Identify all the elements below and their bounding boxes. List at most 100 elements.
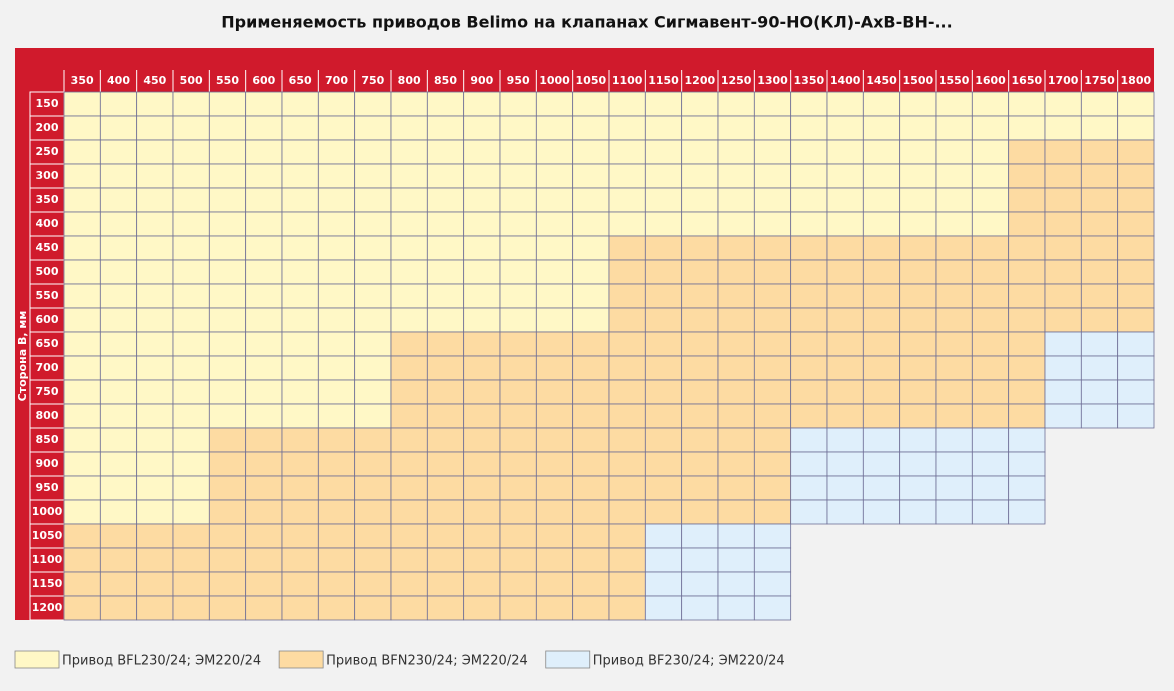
cell <box>463 331 501 357</box>
cell <box>63 547 101 573</box>
cell <box>463 163 501 189</box>
cell <box>608 235 646 261</box>
cell <box>172 235 210 261</box>
cell <box>1008 307 1046 333</box>
row-header: 800 <box>36 409 59 422</box>
cell <box>1008 115 1046 141</box>
cell <box>862 427 901 453</box>
cell <box>681 211 719 237</box>
cell <box>390 571 428 597</box>
cell <box>63 307 101 333</box>
cell <box>354 331 392 357</box>
cell <box>1008 379 1046 405</box>
column-header: 1250 <box>721 74 752 87</box>
cell <box>63 451 101 477</box>
cell <box>935 379 973 405</box>
cell <box>935 355 973 381</box>
row-header: 650 <box>36 337 59 350</box>
cell <box>753 211 792 237</box>
cell <box>136 163 174 189</box>
cell <box>99 187 138 213</box>
cell <box>681 187 719 213</box>
cell <box>572 403 610 429</box>
row-header: 900 <box>36 457 59 470</box>
cell <box>208 379 247 405</box>
cell <box>535 547 574 573</box>
cell <box>1008 403 1046 429</box>
column-header: 750 <box>361 74 384 87</box>
cell <box>281 523 319 549</box>
cell <box>753 571 792 597</box>
cell <box>99 499 138 525</box>
cell <box>826 427 864 453</box>
cell <box>971 187 1010 213</box>
cell <box>136 451 174 477</box>
cell <box>463 379 501 405</box>
cell <box>608 355 646 381</box>
cell <box>99 307 138 333</box>
cell <box>935 139 973 165</box>
row-header-cell <box>29 571 65 597</box>
cell <box>862 235 901 261</box>
cell <box>1117 115 1155 141</box>
cell <box>463 403 501 429</box>
row-header: 1000 <box>32 505 63 518</box>
row-header-cell <box>29 403 65 429</box>
row-header: 150 <box>36 97 59 110</box>
cell <box>717 523 755 549</box>
cell <box>608 91 646 117</box>
cell <box>899 259 937 285</box>
cell <box>535 307 574 333</box>
cell <box>426 523 465 549</box>
row-header: 1200 <box>32 601 63 614</box>
cell <box>317 259 356 285</box>
cell <box>499 595 537 621</box>
cell <box>608 283 646 309</box>
cell <box>717 379 755 405</box>
cell <box>354 499 392 525</box>
cell <box>790 283 828 309</box>
cell <box>535 379 574 405</box>
cell <box>935 307 973 333</box>
cell <box>644 331 683 357</box>
cell <box>717 307 755 333</box>
cell <box>99 523 138 549</box>
cell <box>99 547 138 573</box>
cell <box>1080 379 1119 405</box>
cell <box>971 163 1010 189</box>
cell <box>426 235 465 261</box>
cell <box>172 259 210 285</box>
cell <box>172 115 210 141</box>
cell <box>172 571 210 597</box>
cell <box>971 115 1010 141</box>
cell <box>317 91 356 117</box>
cell <box>208 259 247 285</box>
legend-swatch <box>14 650 60 669</box>
cell <box>862 163 901 189</box>
cell <box>935 331 973 357</box>
cell <box>935 235 973 261</box>
cell <box>317 427 356 453</box>
cell <box>172 451 210 477</box>
cell <box>99 427 138 453</box>
cell <box>499 235 537 261</box>
cell <box>572 475 610 501</box>
cell <box>317 139 356 165</box>
cell <box>681 355 719 381</box>
cell <box>281 499 319 525</box>
cell <box>426 211 465 237</box>
cell <box>463 259 501 285</box>
cell <box>426 403 465 429</box>
cell <box>753 91 792 117</box>
cell <box>499 163 537 189</box>
cell <box>1117 379 1155 405</box>
cell <box>208 403 247 429</box>
cell <box>317 355 356 381</box>
cell <box>935 211 973 237</box>
cell <box>790 307 828 333</box>
cell <box>535 259 574 285</box>
cell <box>317 547 356 573</box>
cell <box>681 571 719 597</box>
cell <box>753 331 792 357</box>
